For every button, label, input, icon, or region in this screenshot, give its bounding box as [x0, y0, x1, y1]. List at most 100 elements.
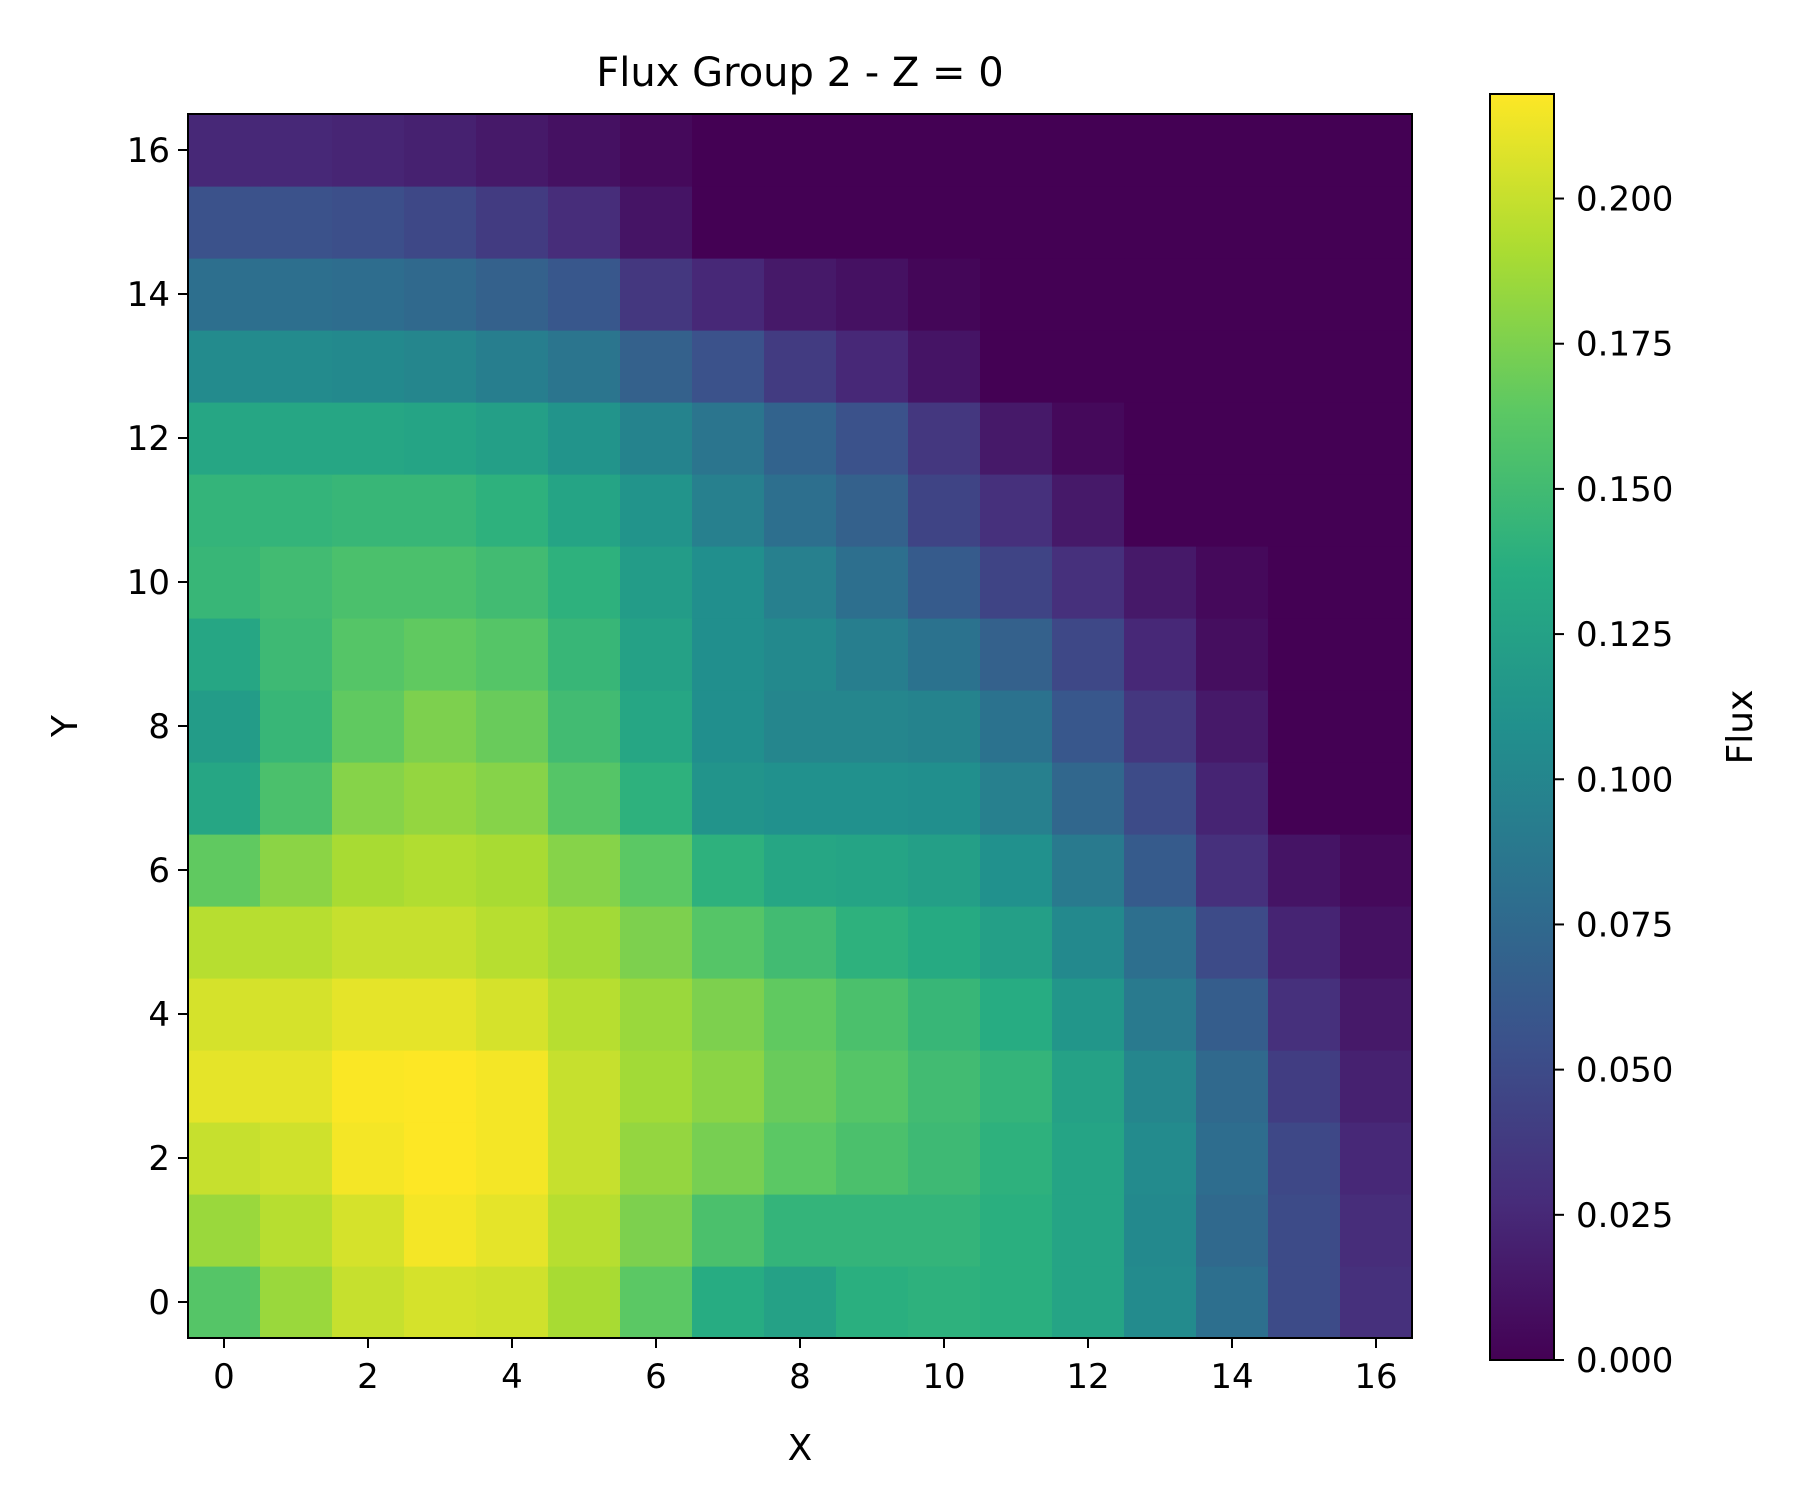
heatmap-cell [1124, 258, 1197, 331]
heatmap-cell [836, 258, 909, 331]
heatmap-cell [1124, 1122, 1197, 1195]
heatmap-cell [188, 978, 261, 1051]
heatmap-cell [980, 402, 1053, 475]
heatmap-cell [1268, 762, 1341, 835]
heatmap-cell [260, 474, 333, 547]
heatmap-cell [404, 834, 477, 907]
heatmap-cell [980, 906, 1053, 979]
heatmap-cell [1340, 1122, 1413, 1195]
heatmap-cell [692, 330, 765, 403]
heatmap-cell [836, 762, 909, 835]
y-tick-label: 4 [148, 995, 170, 1035]
heatmap-cell [404, 618, 477, 691]
heatmap-cell [1196, 1194, 1269, 1267]
heatmap-cell [548, 1194, 621, 1267]
heatmap-cell [692, 474, 765, 547]
heatmap-cell [908, 402, 981, 475]
heatmap-cell [692, 186, 765, 259]
heatmap-cell [332, 258, 405, 331]
heatmap-cell [1052, 618, 1125, 691]
heatmap-cell [1268, 258, 1341, 331]
heatmap-cell [260, 618, 333, 691]
heatmap-cell [836, 1266, 909, 1339]
heatmap-cell [908, 546, 981, 619]
heatmap-cell [764, 186, 837, 259]
heatmap-cell [1196, 1266, 1269, 1339]
heatmap-cell [332, 618, 405, 691]
heatmap-cell [764, 402, 837, 475]
heatmap-cell [1124, 546, 1197, 619]
heatmap-cell [692, 906, 765, 979]
colorbar-ticks: 0.000 0.025 0.050 0.075 0.100 0.125 0.150 0.175… [1554, 180, 1673, 1381]
heatmap-cell [404, 1050, 477, 1123]
heatmap-cell [476, 114, 549, 187]
heatmap-cell [764, 258, 837, 331]
heatmap-cell [332, 690, 405, 763]
heatmap-cell [476, 402, 549, 475]
heatmap-cell [836, 546, 909, 619]
heatmap-cell [1052, 546, 1125, 619]
heatmap-cell [260, 1266, 333, 1339]
heatmap-cell [1340, 1266, 1413, 1339]
y-tick-label: 8 [148, 707, 170, 747]
heatmap-cell [1052, 978, 1125, 1051]
heatmap-cell [1052, 834, 1125, 907]
heatmap-cell [1196, 1050, 1269, 1123]
heatmap-cell [692, 546, 765, 619]
heatmap-cell [332, 1050, 405, 1123]
heatmap-cell [836, 474, 909, 547]
heatmap-cell [548, 186, 621, 259]
heatmap-cell [908, 834, 981, 907]
heatmap-cell [980, 1122, 1053, 1195]
heatmap-cell [476, 1194, 549, 1267]
heatmap-cell [1196, 114, 1269, 187]
x-tick-label: 14 [1210, 1357, 1253, 1397]
heatmap-cell [1268, 1266, 1341, 1339]
heatmap-cell [692, 1266, 765, 1339]
heatmap-cell [764, 1122, 837, 1195]
heatmap-cell [476, 546, 549, 619]
chart-title: Flux Group 2 - Z = 0 [596, 50, 1003, 96]
heatmap-cell [1196, 330, 1269, 403]
heatmap-cell [1196, 474, 1269, 547]
heatmap-cell [1124, 186, 1197, 259]
heatmap-cell [692, 114, 765, 187]
heatmap-cell [1196, 834, 1269, 907]
heatmap-cell [1268, 186, 1341, 259]
heatmap-cell [332, 762, 405, 835]
heatmap-cell [980, 474, 1053, 547]
heatmap-cell [188, 690, 261, 763]
heatmap-cell [332, 834, 405, 907]
heatmap-cell [1196, 690, 1269, 763]
heatmap-cell [1268, 1194, 1341, 1267]
heatmap-cell [1196, 546, 1269, 619]
heatmap-cell [548, 1266, 621, 1339]
heatmap-cell [188, 114, 261, 187]
heatmap-cell [1124, 762, 1197, 835]
colorbar [1489, 93, 1555, 1361]
heatmap-cell [692, 1194, 765, 1267]
heatmap-cell [620, 402, 693, 475]
heatmap-cell [188, 474, 261, 547]
heatmap-cell [836, 834, 909, 907]
heatmap-cell [836, 690, 909, 763]
heatmap-cell [1052, 1122, 1125, 1195]
heatmap-cell [1340, 906, 1413, 979]
heatmap-cell [620, 258, 693, 331]
heatmap-cell [620, 834, 693, 907]
heatmap-cell [692, 402, 765, 475]
heatmap-cell [188, 906, 261, 979]
heatmap-cell [332, 906, 405, 979]
y-axis-ticks: 0 2 4 6 8 10 12 14 16 [127, 131, 188, 1323]
heatmap-cell [764, 978, 837, 1051]
heatmap-cell [836, 1194, 909, 1267]
heatmap-cell [476, 1266, 549, 1339]
colorbar-tick-label: 0.125 [1576, 615, 1673, 655]
heatmap-cell [1196, 258, 1269, 331]
heatmap-cell [1052, 474, 1125, 547]
heatmap-cell [1340, 330, 1413, 403]
colorbar-tick-label: 0.150 [1576, 470, 1673, 510]
heatmap-cell [332, 978, 405, 1051]
heatmap-cell [1052, 186, 1125, 259]
